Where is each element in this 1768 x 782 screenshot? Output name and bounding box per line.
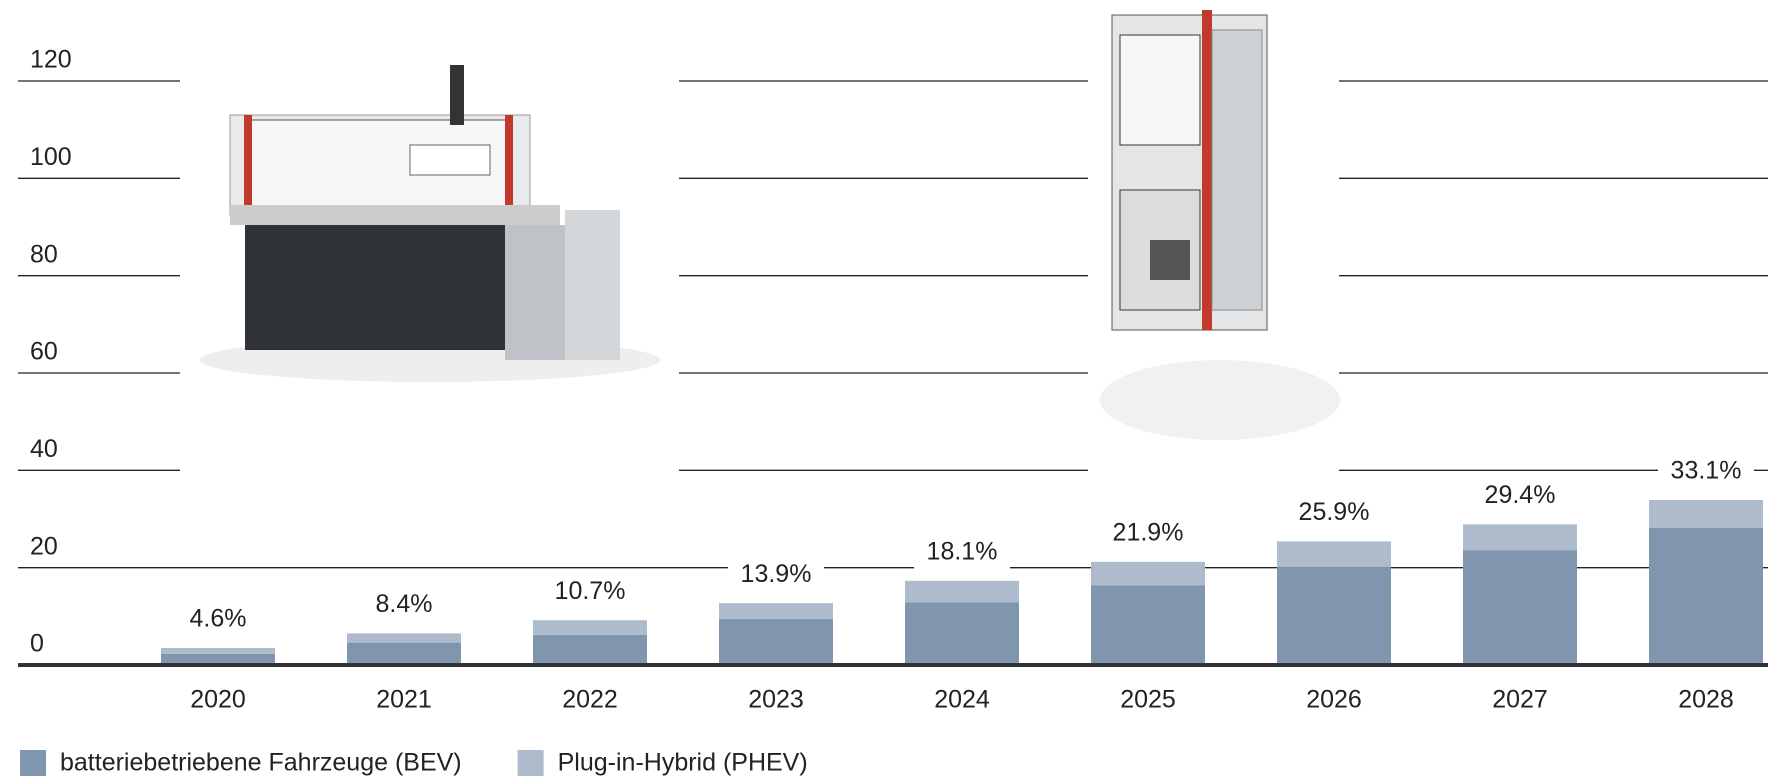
bar-segment: [533, 620, 647, 635]
bar-segment: [161, 653, 275, 665]
share-label: 25.9%: [1299, 498, 1370, 526]
share-label: 21.9%: [1113, 518, 1184, 546]
label-background: [1472, 480, 1568, 513]
share-label: 29.4%: [1485, 481, 1556, 509]
label-background: [1286, 497, 1382, 530]
bar-segment: [533, 634, 647, 665]
x-tick-label: 2025: [1120, 686, 1176, 714]
label-background: [170, 603, 266, 636]
bar-segment: [347, 633, 461, 643]
x-tick-label: 2020: [190, 686, 246, 714]
machine-image: [200, 65, 660, 382]
y-tick-label: 80: [30, 240, 58, 268]
bar-segment: [161, 647, 275, 654]
share-label: 4.6%: [190, 605, 247, 633]
y-tick-label: 40: [30, 435, 58, 463]
machine-image: [1100, 10, 1340, 440]
share-label: 13.9%: [741, 560, 812, 588]
bar-segment: [347, 642, 461, 665]
share-label: 18.1%: [927, 537, 998, 565]
bar-segment: [1091, 561, 1205, 586]
x-tick-label: 2026: [1306, 686, 1362, 714]
bar-segment: [719, 618, 833, 665]
y-tick-label: 20: [30, 532, 58, 560]
y-tick-label: 0: [30, 630, 44, 658]
bar-segment: [1463, 550, 1577, 665]
bar-segment: [1463, 524, 1577, 551]
label-background: [728, 559, 824, 592]
label-background: [1100, 517, 1196, 550]
x-tick-label: 2028: [1678, 686, 1734, 714]
x-tick-label: 2021: [376, 686, 432, 714]
bar-segment: [1649, 500, 1763, 528]
bar-segment: [1091, 585, 1205, 665]
bar-segment: [1277, 541, 1391, 568]
legend-label: batteriebetriebene Fahrzeuge (BEV): [60, 749, 462, 777]
y-tick-label: 100: [30, 143, 72, 171]
bar-segment: [719, 603, 833, 619]
label-background: [1658, 456, 1754, 489]
share-label: 33.1%: [1671, 457, 1742, 485]
y-tick-label: 120: [30, 46, 72, 74]
legend-label: Plug-in-Hybrid (PHEV): [558, 749, 808, 777]
y-tick-label: 60: [30, 338, 58, 366]
x-tick-label: 2023: [748, 686, 804, 714]
legend-swatch: [517, 750, 544, 776]
label-background: [356, 589, 452, 622]
bar-segment: [905, 580, 1019, 603]
x-tick-label: 2022: [562, 686, 618, 714]
legend-swatch: [20, 750, 46, 776]
label-background: [914, 536, 1010, 569]
bar-segment: [905, 602, 1019, 665]
x-tick-label: 2027: [1492, 686, 1548, 714]
share-label: 10.7%: [555, 577, 626, 605]
x-tick-label: 2024: [934, 686, 990, 714]
bar-segment: [1277, 567, 1391, 665]
share-label: 8.4%: [376, 590, 433, 618]
label-background: [542, 576, 638, 609]
legend: batteriebetriebene Fahrzeuge (BEV) Plug-i…: [20, 749, 808, 777]
bar-segment: [1649, 527, 1763, 665]
product-images: [200, 10, 1340, 440]
